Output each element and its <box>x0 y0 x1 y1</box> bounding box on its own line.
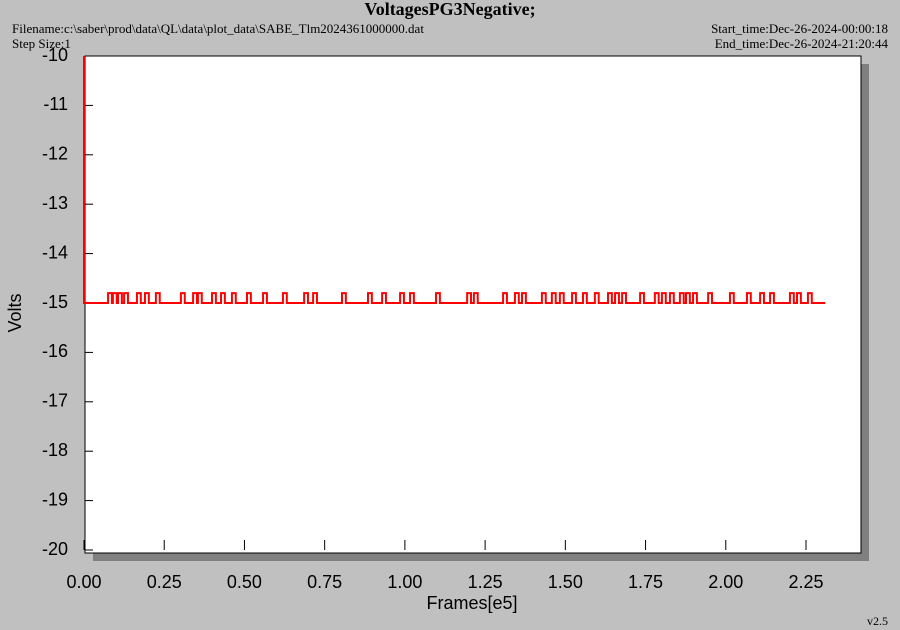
y-tick-label: -11 <box>43 94 68 114</box>
start-time: Start_time:Dec-26-2024-00:00:18 <box>711 21 888 36</box>
y-tick-label: -16 <box>42 341 68 361</box>
end-time: End_time:Dec-26-2024-21:20:44 <box>715 36 889 51</box>
y-axis-label: Volts <box>5 293 25 332</box>
y-tick-label: -10 <box>42 45 68 65</box>
x-tick-label: 1.00 <box>387 572 422 592</box>
x-axis-label: Frames[e5] <box>426 593 517 613</box>
y-tick-label: -17 <box>42 391 68 411</box>
data-line <box>83 56 826 304</box>
y-tick-label: -14 <box>42 242 68 262</box>
y-tick-label: -19 <box>42 489 68 509</box>
y-tick-label: -18 <box>42 440 68 460</box>
y-tick-label: -15 <box>42 292 68 312</box>
y-tick-label: -20 <box>42 539 68 559</box>
x-tick-label: 0.00 <box>66 572 101 592</box>
x-tick-label: 1.75 <box>628 572 663 592</box>
chart-title: VoltagesPG3Negative; <box>364 0 535 19</box>
plot-area <box>84 55 862 554</box>
x-tick-label: 0.75 <box>307 572 342 592</box>
x-tick-label: 2.00 <box>708 572 743 592</box>
x-tick-label: 0.50 <box>227 572 262 592</box>
x-tick-label: 1.25 <box>468 572 503 592</box>
version: v2.5 <box>867 614 888 628</box>
x-tick-label: 2.25 <box>788 572 823 592</box>
y-tick-label: -13 <box>42 193 68 213</box>
filename: Filename:c:\saber\prod\data\QL\data\plot… <box>12 21 424 36</box>
y-tick-label: -12 <box>42 144 68 164</box>
x-tick-label: 1.50 <box>548 572 583 592</box>
step-size: Step Size:1 <box>12 36 71 51</box>
x-tick-label: 0.25 <box>147 572 182 592</box>
